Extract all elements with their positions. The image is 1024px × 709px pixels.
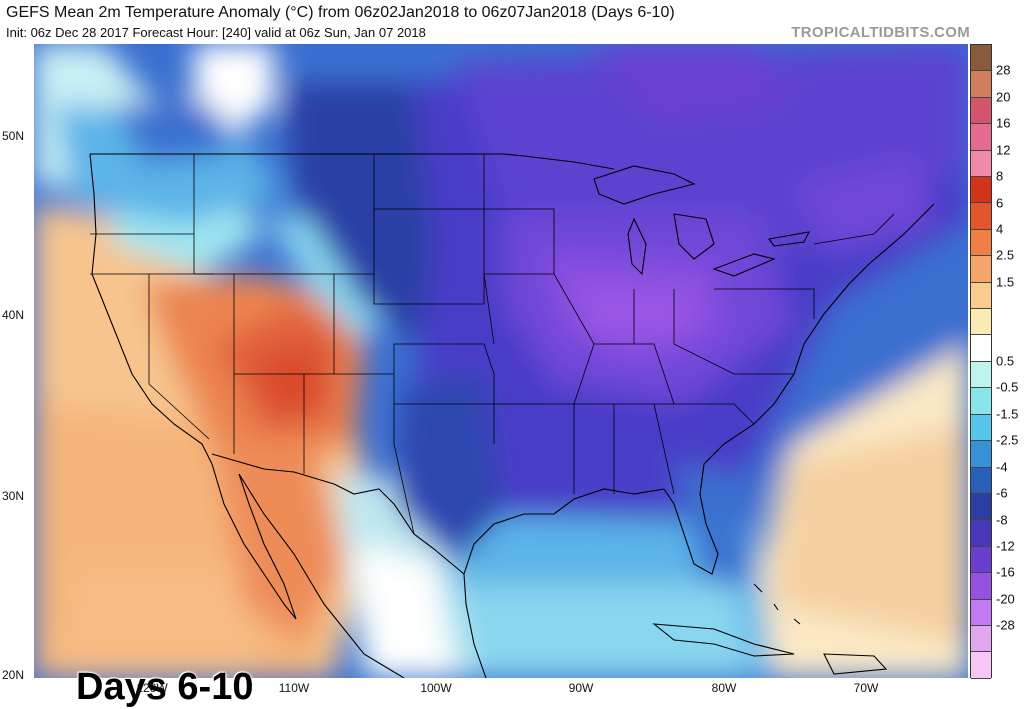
- colorbar-swatch: [971, 599, 991, 626]
- map-subtitle: Init: 06z Dec 28 2017 Forecast Hour: [24…: [6, 25, 426, 40]
- lat-label-50n: 50N: [2, 129, 25, 143]
- baja-coastline: [211, 463, 297, 620]
- colorbar-swatch: [971, 573, 991, 600]
- colorbar-tick-label: -12: [996, 538, 1015, 554]
- anomaly-map-canvas: [34, 44, 968, 678]
- colorbar-swatch: [971, 309, 991, 336]
- lon-label-100w: 100W: [420, 681, 452, 695]
- colorbar-swatch: [971, 467, 991, 494]
- colorbar-swatch: [971, 229, 991, 257]
- lon-label-80w: 80W: [711, 681, 737, 695]
- colorbar-tick-label: -28: [996, 617, 1015, 633]
- colorbar-tick-label: 20: [996, 89, 1011, 105]
- colorbar-tick-label: -4: [996, 459, 1008, 475]
- pacific-coastline: [89, 153, 213, 465]
- lon-label-120w: 120W: [136, 681, 168, 695]
- lake-superior: [593, 165, 696, 205]
- hispaniola-outline: [823, 653, 888, 675]
- colorbar-tick-label: -2.5: [996, 432, 1019, 448]
- anomaly-map: Days 6-10: [34, 44, 968, 708]
- state-borders: [90, 154, 895, 535]
- anomaly-field: [34, 44, 968, 678]
- colorbar-tick-label: 4: [996, 221, 1004, 237]
- lon-label-110w: 110W: [278, 681, 310, 695]
- colorbar-swatch: [971, 71, 991, 98]
- colorbar-tick-label: 16: [996, 115, 1011, 131]
- colorbar-swatch: [971, 520, 991, 547]
- colorbar-swatch: [971, 282, 991, 310]
- colorbar-swatch: [971, 97, 991, 125]
- colorbar-tick-label: -0.5: [996, 379, 1019, 395]
- colorbar-swatch: [971, 150, 991, 178]
- colorbar-swatch: [971, 493, 991, 521]
- mexico-west-coastline: [238, 473, 405, 678]
- colorbar-swatch: [971, 441, 991, 468]
- colorbar-tick-label: 28: [996, 62, 1011, 78]
- lake-ontario: [768, 231, 810, 247]
- map-title: GEFS Mean 2m Temperature Anomaly (°C) fr…: [6, 4, 675, 21]
- cuba-outline: [652, 623, 795, 657]
- lake-michigan: [627, 217, 647, 276]
- colorbar-tick-label: -16: [996, 564, 1015, 580]
- colorbar: [970, 44, 992, 679]
- colorbar-swatch: [971, 652, 991, 679]
- lon-label-90w: 90W: [568, 681, 594, 695]
- colorbar-tick-label: 1.5: [996, 274, 1015, 290]
- colorbar-swatch: [971, 124, 991, 151]
- colorbar-swatch: [971, 45, 991, 72]
- colorbar-swatch: [971, 203, 991, 230]
- colorbar-swatch: [971, 177, 991, 204]
- map-header: GEFS Mean 2m Temperature Anomaly (°C) fr…: [0, 0, 1024, 44]
- colorbar-tick-label: -6: [996, 485, 1008, 501]
- colorbar-tick-label: -20: [996, 591, 1015, 607]
- colorbar-swatch: [971, 361, 991, 389]
- colorbar-tick-label: -1.5: [996, 406, 1019, 422]
- lake-huron: [673, 213, 715, 260]
- colorbar-tick-label: 0.5: [996, 353, 1015, 369]
- lat-label-20n: 20N: [2, 668, 25, 682]
- colorbar-swatch: [971, 414, 991, 442]
- colorbar-swatch: [971, 546, 991, 574]
- lake-erie: [712, 253, 776, 277]
- lat-label-40n: 40N: [2, 308, 25, 322]
- atlantic-coastline: [663, 203, 935, 575]
- lat-label-30n: 30N: [2, 489, 25, 503]
- colorbar-swatch: [971, 335, 991, 362]
- colorbar-tick-label: 8: [996, 168, 1004, 184]
- colorbar-swatch: [971, 256, 991, 283]
- colorbar-tick-label: 12: [996, 142, 1011, 158]
- lon-label-70w: 70W: [853, 681, 879, 695]
- us-mexico-border: [211, 453, 465, 575]
- colorbar-swatch: [971, 625, 991, 653]
- colorbar-swatch: [971, 388, 991, 415]
- us-canada-border: [90, 153, 615, 170]
- brand-watermark: TROPICALTIDBITS.COM: [791, 24, 970, 41]
- colorbar-tick-label: -8: [996, 512, 1008, 527]
- colorbar-tick-label: 2.5: [996, 247, 1015, 263]
- boundary-lines: [89, 153, 935, 678]
- colorbar-tick-label: 6: [996, 195, 1004, 210]
- gulf-coastline: [463, 488, 665, 678]
- bahamas-outline: [753, 583, 801, 625]
